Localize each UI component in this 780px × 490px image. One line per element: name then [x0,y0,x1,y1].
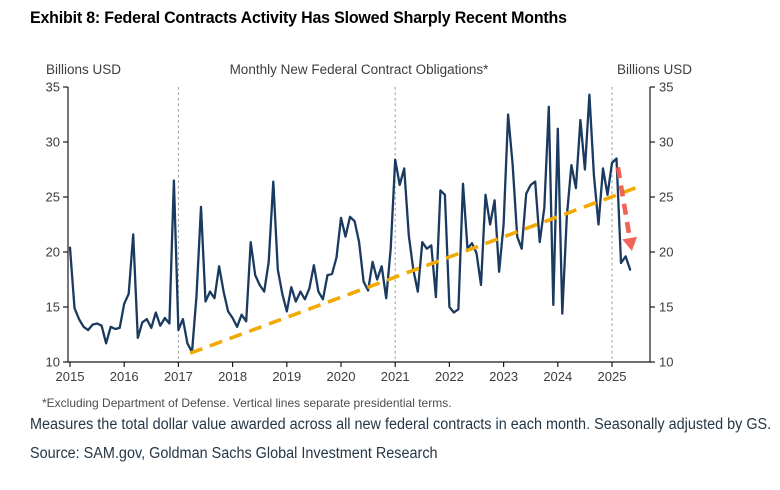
y-tick-label-right: 10 [659,355,673,370]
x-tick-label: 2021 [381,369,410,384]
x-tick-label: 2025 [598,369,627,384]
y-tick-label-left: 20 [46,245,60,260]
x-tick-label: 2018 [218,369,247,384]
x-tick-label: 2019 [272,369,301,384]
y-tick-label-right: 25 [659,190,673,205]
axis-line [67,87,651,363]
description-note: Measures the total dollar value awarded … [30,416,772,433]
x-tick-label: 2017 [164,369,193,384]
y-tick-label-right: 15 [659,300,673,315]
decline-arrow-shaft [615,166,632,237]
y-tick-label-left: 25 [46,190,60,205]
chart-subtitle: Monthly New Federal Contract Obligations… [229,62,489,77]
y-tick-label-left: 15 [46,300,60,315]
contracts-series-line [68,93,632,354]
y-tick-label-left: 10 [46,355,60,370]
y-tick-label-left: 35 [46,80,60,95]
chart-footnote: *Excluding Department of Defense. Vertic… [42,396,452,410]
x-tick-label: 2023 [489,369,518,384]
left-axis-caption: Billions USD [46,62,122,77]
x-tick-label: 2020 [327,369,356,384]
x-tick-label: 2015 [56,369,85,384]
decline-arrow-head [622,236,638,251]
y-tick-label-right: 30 [659,135,673,150]
uptrend-dashed-line [189,185,639,355]
y-tick-label-right: 35 [659,80,673,95]
x-tick-label: 2022 [435,369,464,384]
exhibit-title: Exhibit 8: Federal Contracts Activity Ha… [30,8,567,27]
y-tick-label-left: 30 [46,135,60,150]
x-tick-label: 2024 [543,369,572,384]
source-note: Source: SAM.gov, Goldman Sachs Global In… [30,445,438,462]
right-axis-caption: Billions USD [617,62,693,77]
x-tick-label: 2016 [110,369,139,384]
y-tick-label-right: 20 [659,245,673,260]
